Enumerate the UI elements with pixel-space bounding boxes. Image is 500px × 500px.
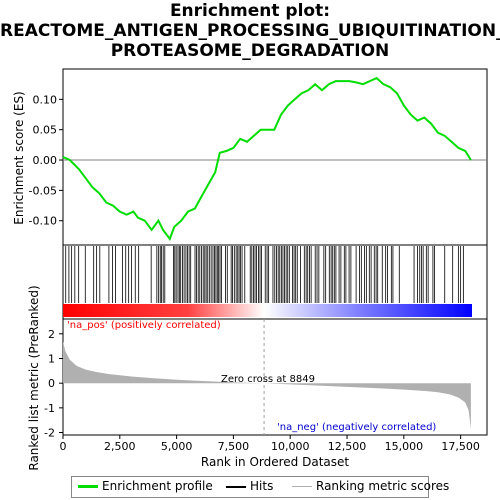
es-tick-label: 0.05: [33, 124, 58, 137]
x-tick-label: 5,000: [161, 440, 193, 453]
x-tick-label: 2,500: [104, 440, 136, 453]
x-tick-label: 10,000: [271, 440, 310, 453]
metric-plot-area: [63, 319, 471, 435]
es-tick-label: 0.00: [33, 154, 58, 167]
legend-item-hits: Hits: [226, 479, 273, 493]
metric-axis-label: Ranked list metric (PreRanked): [27, 285, 41, 470]
legend-ranking-swatch: [292, 486, 312, 487]
metric-tick-label: -2: [44, 427, 55, 440]
legend-hits-swatch: [226, 485, 246, 488]
ranking-colorbar: [63, 304, 472, 317]
legend-hits-label: Hits: [250, 479, 274, 493]
x-tick-label: 17,500: [441, 440, 480, 453]
legend-enrichment-label: Enrichment profile: [102, 479, 213, 493]
x-axis-label: Rank in Ordered Dataset: [201, 455, 349, 469]
es-axis-label: Enrichment score (ES): [12, 91, 26, 224]
zero-cross-label: Zero cross at 8849: [221, 374, 315, 385]
x-tick-label: 7,500: [218, 440, 250, 453]
metric-tick-label: 0: [48, 377, 55, 390]
metric-tick-label: 2: [48, 328, 55, 341]
hits-area: [65, 246, 464, 303]
x-tick-label: 0: [60, 440, 67, 453]
na-pos-label: 'na_pos' (positively correlated): [67, 320, 221, 331]
chart-title: Enrichment plot: REACTOME_ANTIGEN_PROCES…: [0, 1, 500, 61]
es-tick-label: 0.10: [33, 93, 58, 106]
es-curve: [62, 76, 472, 241]
legend-item-enrichment: Enrichment profile: [78, 479, 213, 493]
metric-tick-label: -1: [44, 402, 55, 415]
es-panel: [62, 68, 488, 246]
title-line-1: Enrichment plot:: [169, 1, 331, 21]
legend-item-ranking: Ranking metric scores: [292, 479, 449, 493]
x-tick-label: 15,000: [385, 440, 424, 453]
colorbar-rect: [63, 304, 472, 317]
legend-enrichment-swatch: [78, 485, 98, 488]
legend-ranking-label: Ranking metric scores: [316, 479, 450, 493]
title-line-3: PROTEASOME_DEGRADATION: [110, 41, 390, 61]
es-tick-label: -0.05: [29, 184, 57, 197]
na-neg-label: 'na_neg' (negatively correlated): [277, 422, 436, 433]
es-plot-area: [62, 76, 487, 241]
x-tick-label: 12,500: [328, 440, 367, 453]
axes: 0.10 0.05 0.00 -0.05 -0.10 2 1 0 -1 -2 0 2,500 5,000…: [29, 93, 480, 453]
legend: Enrichment profile Hits Ranking metric s…: [71, 476, 449, 498]
title-line-2: REACTOME_ANTIGEN_PROCESSING_UBIQUITINATI…: [0, 21, 500, 41]
metric-area: [63, 341, 471, 429]
metric-tick-label: 1: [48, 352, 55, 365]
es-tick-label: -0.10: [29, 215, 57, 228]
